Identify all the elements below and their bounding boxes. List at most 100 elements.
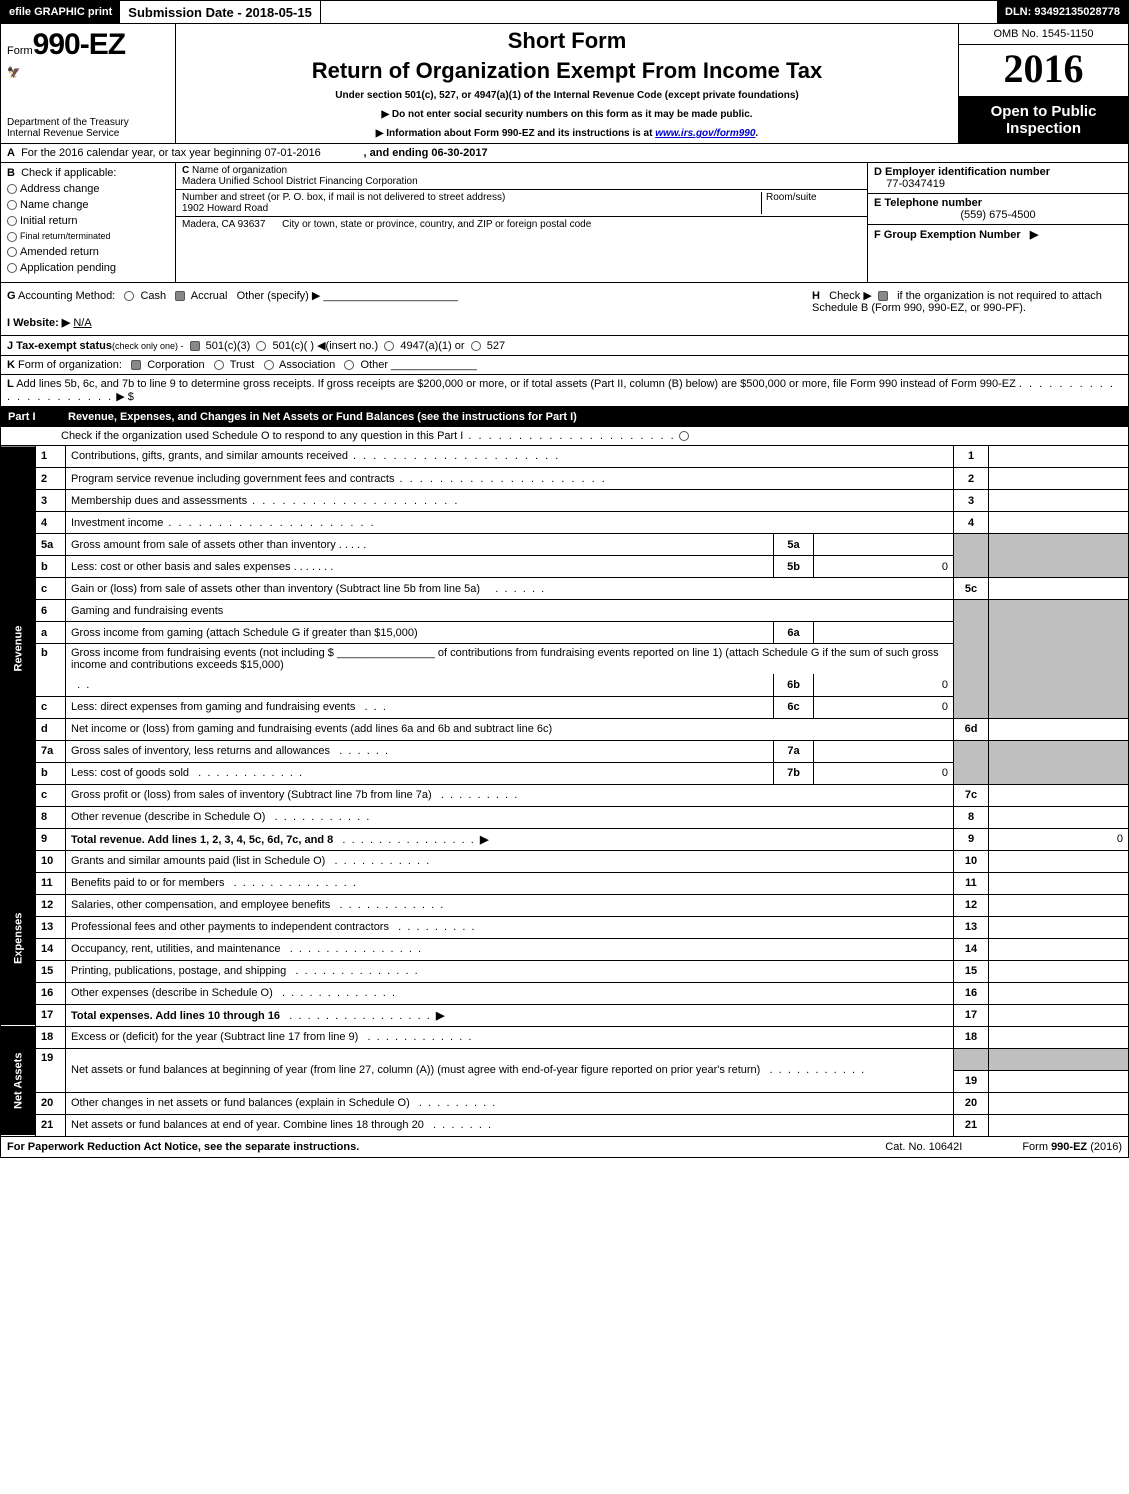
checkbox-4947[interactable] bbox=[384, 341, 394, 351]
radio-cash[interactable] bbox=[124, 291, 134, 301]
line-6d: d Net income or (loss) from gaming and f… bbox=[1, 718, 1129, 740]
shade-7v bbox=[989, 740, 1129, 784]
line-3: 3 Membership dues and assessments 3 bbox=[1, 490, 1129, 512]
line-19-desc: 19 Net assets or fund balances at beginn… bbox=[1, 1048, 1129, 1070]
header-middle: Short Form Return of Organization Exempt… bbox=[176, 24, 958, 143]
room-suite-label: Room/suite bbox=[761, 192, 861, 214]
line-8: 8 Other revenue (describe in Schedule O)… bbox=[1, 806, 1129, 828]
f-arrow-icon: ▶ bbox=[1030, 229, 1038, 241]
shade-6 bbox=[954, 600, 989, 719]
d-label: D Employer identification number bbox=[874, 166, 1050, 178]
line-2: 2 Program service revenue including gove… bbox=[1, 468, 1129, 490]
h-text1: Check ▶ bbox=[829, 290, 872, 302]
treasury-line1: Department of the Treasury bbox=[7, 117, 169, 128]
row-a: A For the 2016 calendar year, or tax yea… bbox=[0, 144, 1129, 163]
g-label: G bbox=[7, 290, 16, 302]
shade-19 bbox=[954, 1048, 989, 1070]
revenue-side-label: Revenue bbox=[1, 446, 36, 851]
header-right: OMB No. 1545-1150 2016 Open to Public In… bbox=[958, 24, 1128, 143]
g-right: H Check ▶ if the organization is not req… bbox=[812, 289, 1122, 329]
section-gh: G Accounting Method: Cash Accrual Other … bbox=[0, 283, 1129, 336]
e-label: E Telephone number bbox=[874, 197, 982, 209]
c-label: C bbox=[182, 165, 189, 176]
irs-eagle-icon: 🦅 bbox=[7, 66, 169, 79]
b-label: B bbox=[7, 167, 15, 179]
l-text: Add lines 5b, 6c, and 7b to line 9 to de… bbox=[16, 378, 1016, 390]
k-text: Form of organization: bbox=[18, 359, 122, 371]
top-bar: efile GRAPHIC print Submission Date - 20… bbox=[0, 0, 1129, 24]
checkbox-schedule-o-part1[interactable] bbox=[679, 431, 689, 441]
line-18: Net Assets 18 Excess or (deficit) for th… bbox=[1, 1026, 1129, 1048]
checkbox-other-org[interactable] bbox=[344, 360, 354, 370]
checkbox-initial-return[interactable]: Initial return bbox=[7, 215, 169, 227]
h-label: H bbox=[812, 290, 820, 302]
checkbox-schedule-b[interactable] bbox=[878, 291, 888, 301]
address-row: Number and street (or P. O. box, if mail… bbox=[176, 190, 867, 217]
l-arrow: ▶ $ bbox=[116, 391, 134, 403]
checkbox-final-return[interactable]: Final return/terminated bbox=[7, 231, 169, 242]
section-l: L Add lines 5b, 6c, and 7b to line 9 to … bbox=[0, 375, 1129, 407]
footer-right: Form 990-EZ (2016) bbox=[1022, 1141, 1122, 1153]
line-7c: c Gross profit or (loss) from sales of i… bbox=[1, 784, 1129, 806]
footer-left: For Paperwork Reduction Act Notice, see … bbox=[7, 1141, 359, 1153]
checkbox-501c3[interactable] bbox=[190, 341, 200, 351]
open-to-public: Open to Public Inspection bbox=[959, 97, 1128, 143]
line-15: 15 Printing, publications, postage, and … bbox=[1, 960, 1129, 982]
line-14: 14 Occupancy, rent, utilities, and maint… bbox=[1, 938, 1129, 960]
org-name-value: Madera Unified School District Financing… bbox=[182, 176, 418, 187]
form-header: Form990-EZ 🦅 Department of the Treasury … bbox=[0, 24, 1129, 144]
efile-label: efile GRAPHIC print bbox=[1, 1, 120, 23]
shade-7 bbox=[954, 740, 989, 784]
checkbox-address-change[interactable]: Address change bbox=[7, 183, 169, 195]
a-label: A bbox=[7, 147, 15, 159]
l-label: L bbox=[7, 378, 14, 390]
under-section-text: Under section 501(c), 527, or 4947(a)(1)… bbox=[182, 90, 952, 101]
checkbox-corporation[interactable] bbox=[131, 360, 141, 370]
i-label: I Website: ▶ bbox=[7, 317, 70, 329]
checkbox-association[interactable] bbox=[264, 360, 274, 370]
irs-link[interactable]: www.irs.gov/form990 bbox=[655, 128, 755, 139]
dln-label: DLN: 93492135028778 bbox=[997, 1, 1128, 23]
checkbox-trust[interactable] bbox=[214, 360, 224, 370]
column-b: B Check if applicable: Address change Na… bbox=[1, 163, 176, 282]
info-suffix: . bbox=[755, 128, 758, 139]
website-value: N/A bbox=[73, 317, 91, 329]
checkbox-501c[interactable] bbox=[256, 341, 266, 351]
checkbox-application-pending[interactable]: Application pending bbox=[7, 262, 169, 274]
shade-19v bbox=[989, 1048, 1129, 1070]
line-11: 11 Benefits paid to or for members . . .… bbox=[1, 872, 1129, 894]
j-label: J Tax-exempt status bbox=[7, 340, 112, 352]
ssn-warning: ▶ Do not enter social security numbers o… bbox=[182, 109, 952, 120]
omb-number: OMB No. 1545-1150 bbox=[959, 24, 1128, 45]
line-5c: c Gain or (loss) from sale of assets oth… bbox=[1, 578, 1129, 600]
section-k: K Form of organization: Corporation Trus… bbox=[0, 356, 1129, 375]
line-20: 20 Other changes in net assets or fund b… bbox=[1, 1092, 1129, 1114]
treasury-block: Department of the Treasury Internal Reve… bbox=[7, 117, 169, 139]
treasury-line2: Internal Revenue Service bbox=[7, 128, 169, 139]
open-line1: Open to Public bbox=[965, 103, 1122, 120]
a-end: , and ending 06-30-2017 bbox=[364, 147, 488, 159]
section-bcd: B Check if applicable: Address change Na… bbox=[0, 163, 1129, 283]
line-17: 17 Total expenses. Add lines 10 through … bbox=[1, 1004, 1129, 1026]
info-link-line: ▶ Information about Form 990-EZ and its … bbox=[182, 128, 952, 139]
open-line2: Inspection bbox=[965, 120, 1122, 137]
radio-accrual[interactable] bbox=[175, 291, 185, 301]
j-text: (check only one) - bbox=[112, 341, 184, 351]
part1-title: Revenue, Expenses, and Changes in Net As… bbox=[68, 411, 577, 423]
section-j: J Tax-exempt status(check only one) - 50… bbox=[0, 336, 1129, 356]
telephone-value: (559) 675-4500 bbox=[874, 209, 1122, 221]
line-4: 4 Investment income 4 bbox=[1, 512, 1129, 534]
name-label: Name of organization bbox=[192, 165, 287, 176]
checkbox-527[interactable] bbox=[471, 341, 481, 351]
line-6: 6 Gaming and fundraising events bbox=[1, 600, 1129, 622]
line-1: Revenue 1 Contributions, gifts, grants, … bbox=[1, 446, 1129, 468]
submission-date: Submission Date - 2018-05-15 bbox=[120, 1, 321, 23]
addr-value: 1902 Howard Road bbox=[182, 203, 268, 214]
shade-6v bbox=[989, 600, 1129, 719]
b-title: Check if applicable: bbox=[21, 167, 116, 179]
line-10: Expenses 10 Grants and similar amounts p… bbox=[1, 850, 1129, 872]
checkbox-name-change[interactable]: Name change bbox=[7, 199, 169, 211]
line-9: 9 Total revenue. Add lines 1, 2, 3, 4, 5… bbox=[1, 828, 1129, 850]
line-13: 13 Professional fees and other payments … bbox=[1, 916, 1129, 938]
checkbox-amended-return[interactable]: Amended return bbox=[7, 246, 169, 258]
